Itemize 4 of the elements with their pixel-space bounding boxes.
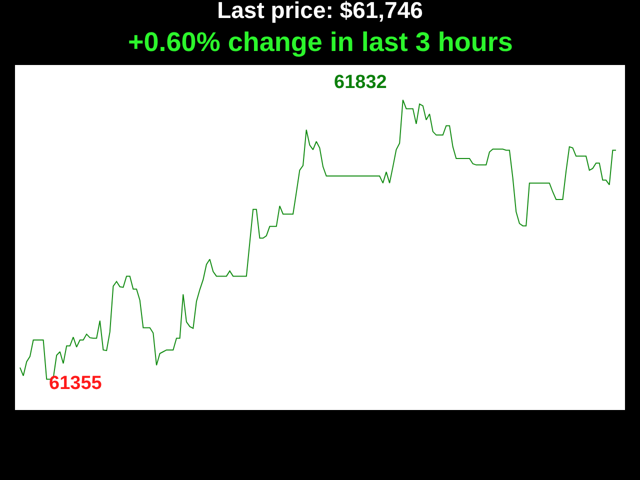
chart-subtitle: +0.60% change in last 3 hours bbox=[128, 27, 513, 57]
data-label: 61832 bbox=[334, 72, 387, 93]
chart-title: Last price: $61,746 bbox=[217, 0, 423, 24]
data-label: 61355 bbox=[49, 373, 102, 394]
